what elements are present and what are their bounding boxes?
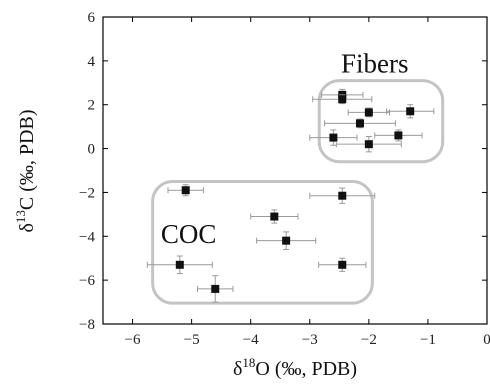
x-tick-label: −1 (420, 332, 436, 348)
x-tick-label: −6 (125, 332, 141, 348)
data-point-fibers (406, 107, 415, 116)
y-tick-label: −4 (79, 229, 95, 245)
data-point-fibers (364, 140, 373, 149)
y-tick-label: 4 (88, 54, 96, 70)
x-tick-label: −4 (243, 332, 259, 348)
y-tick-label: 6 (88, 10, 96, 26)
group-label-coc: COC (161, 219, 217, 249)
x-tick-label: −2 (361, 332, 377, 348)
data-points (146, 88, 435, 303)
data-point-fibers (338, 95, 347, 104)
y-tick-label: −8 (79, 317, 95, 333)
data-point-coc (338, 191, 347, 200)
data-point-fibers (355, 119, 364, 128)
data-point-coc (338, 260, 347, 269)
x-axis-title-main: O (‰, PDB) (255, 358, 357, 380)
x-axis-title-prefix: δ (233, 358, 242, 380)
data-point-coc (211, 284, 220, 293)
y-tick-label: 2 (88, 98, 96, 114)
y-axis-title-prefix: δ (16, 223, 38, 232)
x-tick-label: 0 (483, 332, 490, 348)
data-point-fibers (364, 108, 373, 117)
y-axis-title-superscript: 13 (13, 210, 28, 223)
y-axis-title-main: C (‰, PDB) (16, 109, 38, 210)
data-point-coc (270, 212, 279, 221)
y-axis-title: δ13C (‰, PDB) (13, 109, 38, 232)
data-point-coc (282, 236, 291, 245)
data-point-fibers (329, 133, 338, 142)
data-point-coc (175, 260, 184, 269)
x-tick-label: −3 (302, 332, 318, 348)
y-tick-label: −2 (79, 185, 95, 201)
plot-frame (102, 16, 488, 325)
axis-ticks: −6 −5 −4 −3 −2 −1 0 −8 −6 −4 −2 0 2 4 6 (79, 10, 490, 348)
group-boxes: Fibers COC (151, 49, 445, 305)
group-box-coc (151, 179, 374, 305)
group-label-fibers: Fibers (341, 49, 409, 79)
x-tick-label: −5 (184, 332, 200, 348)
data-point-coc (181, 186, 190, 195)
x-axis-title-superscript: 18 (242, 355, 255, 370)
y-tick-label: 0 (88, 142, 96, 158)
y-tick-label: −6 (79, 273, 95, 289)
data-point-fibers (394, 131, 403, 140)
x-axis-title: δ18O (‰, PDB) (233, 355, 357, 380)
group-box-fibers (317, 79, 445, 164)
